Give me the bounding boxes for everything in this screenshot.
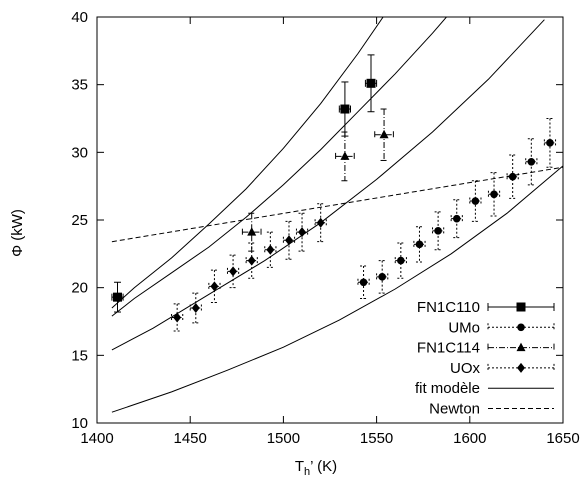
legend-marker [516,342,526,352]
data-point [471,197,480,205]
x-tick-label: 1450 [174,430,207,447]
x-tick-label: 1400 [80,430,113,447]
data-point [247,255,256,266]
data-point [113,292,123,302]
legend-label: FN1C110 [417,299,480,316]
legend-entry: FN1C114 [417,340,555,357]
y-tick-label: 35 [71,77,88,94]
y-tick-label: 10 [71,415,88,432]
legend-entry: UMo [448,319,555,336]
data-point [508,172,517,181]
data-point [247,227,257,236]
plot-frame [96,16,564,424]
data-point [434,227,442,235]
data-point [298,227,307,238]
data-point [340,104,350,114]
data-point [210,281,219,292]
data-point [415,240,424,249]
newton-line [111,166,563,243]
legend-label: fit modèle [415,380,480,397]
data-point [340,151,350,160]
data-point [173,312,182,323]
data-point [284,235,293,246]
y-tick-label: 40 [71,9,88,26]
x-axis-label: Th’ (K) [295,458,337,478]
x-axis-label-main: T [295,458,304,475]
fit-curve-1 [111,17,384,309]
data-point [490,190,498,199]
data-point [316,217,325,228]
data-point [397,256,405,265]
legend-label: UMo [448,319,480,336]
x-tick-label: 1550 [360,430,393,447]
series-layer [111,54,557,332]
error-bar [241,212,262,252]
legend-label: UOx [450,360,481,377]
axes-ticks: 1400 1450 1500 1550 1600 1650 10 15 20 25 30 35 40 [71,9,579,447]
legend-entry: UOx [450,360,555,377]
series-fn1c114 [241,108,394,252]
x-axis-label-rest: ’ (K) [310,458,337,475]
series-uox [171,203,327,332]
legend-label: FN1C114 [417,340,480,357]
y-tick-label: 15 [71,347,88,364]
y-tick-label: 20 [71,280,88,297]
legend-label: Newton [429,401,480,418]
data-point [191,302,200,313]
fit-curve-2 [111,17,448,317]
plot-area-border [96,16,564,424]
data-point [229,266,238,277]
fit-lines [111,17,563,413]
legend: FN1C110 UMo FN1C114 UOx fit modèle Newton [415,299,555,418]
y-axis-label: Φ (kW) [9,209,26,257]
x-tick-label: 1650 [546,430,579,447]
series-umo [357,118,557,299]
data-point [379,129,389,139]
y-tick-label: 30 [71,144,88,161]
data-point [366,78,376,88]
legend-entry: Newton [429,401,554,418]
data-point [527,158,536,166]
x-tick-label: 1600 [453,430,486,447]
legend-marker [516,302,526,312]
data-point [546,139,554,147]
data-point [359,278,368,287]
legend-marker [517,362,525,373]
fit-curve-4 [111,165,563,413]
x-tick-label: 1500 [267,430,300,447]
data-point [452,214,461,223]
data-point [266,244,275,255]
x-axis-label-sub: h [304,466,310,478]
y-tick-label: 25 [71,212,88,229]
data-point [378,273,386,281]
legend-entry: FN1C110 [417,299,555,316]
legend-entry: fit modèle [415,380,554,397]
legend-marker [517,323,525,332]
